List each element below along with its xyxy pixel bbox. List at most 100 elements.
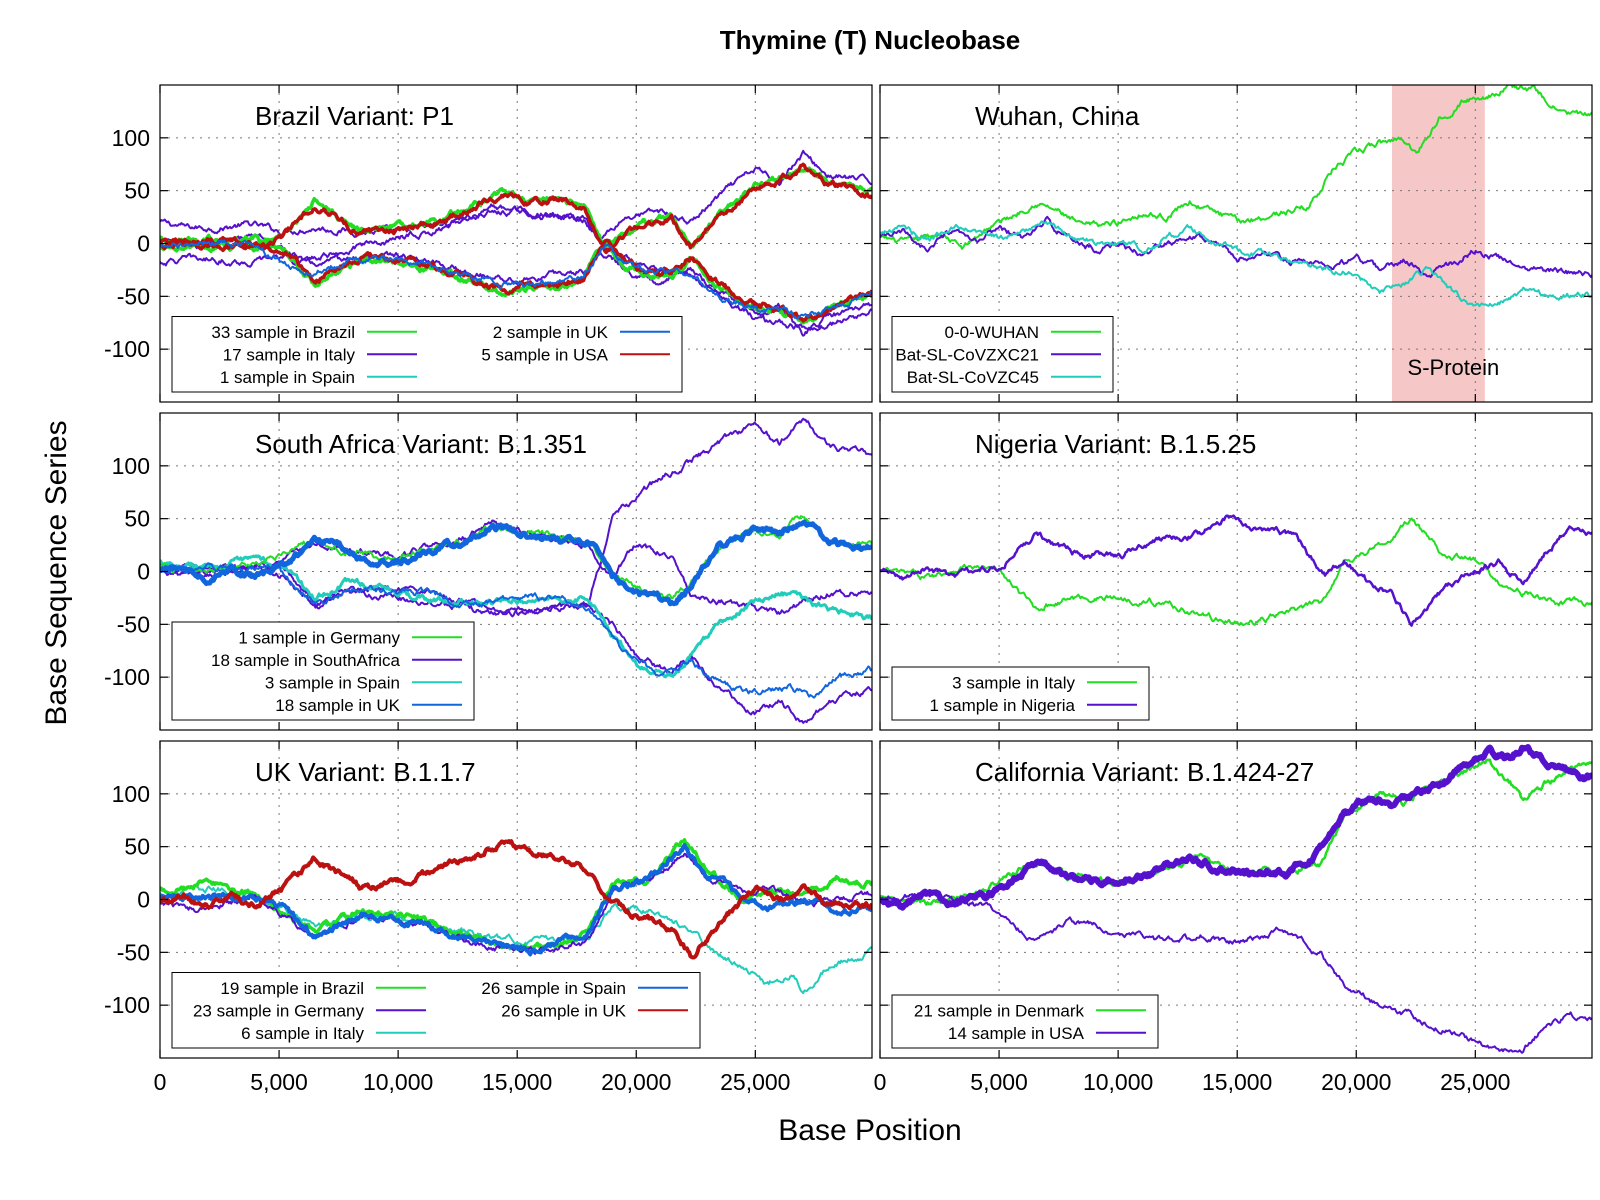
panel-5: -100 -50 0 50 100 0 5,000 10,000 15,000 20,000 25,… [104,740,873,1095]
legend-label: 26 sample in Spain [481,979,626,998]
legend-label: Bat-SL-CoVZXC21 [895,345,1039,364]
y-tick-label: 0 [137,887,150,913]
x-tick-label: 15,000 [1202,1069,1272,1095]
series-line-blue [160,843,872,957]
series-line-green [880,85,1592,250]
legend-label: 5 sample in USA [481,345,608,364]
y-tick-label: -100 [104,336,150,362]
legend-label: 1 sample in Spain [220,368,355,387]
band-label: S-Protein [1408,355,1500,380]
x-tick-label: 15,000 [482,1069,552,1095]
legend-label: 0-0-WUHAN [945,323,1039,342]
legend-box [171,972,701,1049]
ticks [159,741,872,1058]
ticks [159,85,872,402]
y-tick-label: 100 [112,125,150,151]
legend-label: 1 sample in Germany [238,628,400,647]
legend-label: Bat-SL-CoVZC45 [907,368,1039,387]
series-line-red [160,162,872,255]
series-line-purple [880,889,1592,1054]
series-group [160,417,872,724]
y-tick-label: -50 [117,611,150,637]
x-tick-label: 25,000 [720,1069,790,1095]
y-tick-label: 100 [112,781,150,807]
legend-label: 21 sample in Denmark [914,1001,1085,1020]
legend-label: 14 sample in USA [948,1024,1085,1043]
legend-label: 1 sample in Nigeria [929,696,1075,715]
series-line-purple [880,744,1592,911]
legend-label: 23 sample in Germany [193,1001,365,1020]
y-tick-label: 0 [137,231,150,257]
series-group [880,744,1592,1054]
y-tick-label: -100 [104,992,150,1018]
x-axis-label: Base Position [778,1114,961,1147]
panel-title: Wuhan, China [975,101,1140,131]
legend: 33 sample in Brazil 17 sample in Italy 1 s… [171,316,683,393]
y-tick-label: 0 [137,559,150,585]
series-line-purple [880,215,1592,279]
series-group [880,85,1592,308]
legend: 0-0-WUHAN Bat-SL-CoVZXC21 Bat-SL-CoVZC45 [891,316,1114,393]
panel-6: 0 5,000 10,000 15,000 20,000 25,000 California… [874,740,1593,1095]
chart-title: Thymine (T) Nucleobase [720,25,1021,55]
panel-4: Nigeria Variant: B.1.5.25 3 sample in Ita… [879,412,1593,731]
x-tick-label: 0 [874,1069,887,1095]
legend: 21 sample in Denmark 14 sample in USA [891,994,1159,1049]
series-group [880,514,1592,627]
legend-box [891,994,1159,1049]
x-tick-label: 5,000 [970,1069,1028,1095]
series-group [160,838,872,995]
ticks [159,413,872,730]
legend: 1 sample in Germany 18 sample in SouthAfr… [171,621,475,721]
y-tick-label: -50 [117,283,150,309]
panels: -100 -50 0 50 100 Brazil Variant: P1 33 sample… [104,84,1593,1095]
panel-1: -100 -50 0 50 100 Brazil Variant: P1 33 sample… [104,84,873,403]
legend-label: 6 sample in Italy [241,1024,364,1043]
x-tick-label: 5,000 [250,1069,308,1095]
series-line-red [160,237,872,323]
panel-3: -100 -50 0 50 100 South Africa Variant: B.1.3… [104,412,873,731]
legend-box [891,666,1150,721]
ticks [879,413,1592,730]
legend: 3 sample in Italy 1 sample in Nigeria [891,666,1150,721]
y-tick-label: 50 [124,178,150,204]
y-tick-label: 100 [112,453,150,479]
legend-label: 3 sample in Spain [265,673,400,692]
ticks [879,85,1592,402]
panel-title: South Africa Variant: B.1.351 [255,429,587,459]
x-tick-label: 10,000 [363,1069,433,1095]
series-line-blue [160,239,872,320]
legend-label: 17 sample in Italy [223,345,356,364]
x-tick-label: 0 [154,1069,167,1095]
legend-box [171,621,475,721]
legend-box [171,316,683,393]
x-tick-label: 20,000 [601,1069,671,1095]
series-line-cyan [160,883,872,995]
legend-label: 18 sample in SouthAfrica [211,651,401,670]
panel-title: California Variant: B.1.424-27 [975,757,1314,787]
panel-title: Nigeria Variant: B.1.5.25 [975,429,1256,459]
panel-title: UK Variant: B.1.1.7 [255,757,476,787]
y-axis-label: Base Sequence Series [40,420,73,725]
legend: 19 sample in Brazil 23 sample in Germany 6… [171,972,701,1049]
series-line-blue [160,562,872,699]
series-line-cyan [880,220,1592,308]
x-tick-label: 25,000 [1440,1069,1510,1095]
band-s-protein [1391,85,1485,402]
panel-title: Brazil Variant: P1 [255,101,454,131]
x-tick-label: 20,000 [1321,1069,1391,1095]
legend-label: 26 sample in UK [501,1001,626,1020]
series-line-purple [880,514,1592,627]
legend-label: 2 sample in UK [493,323,609,342]
series-group [160,149,872,337]
legend-label: 3 sample in Italy [952,673,1075,692]
y-tick-label: -100 [104,664,150,690]
y-tick-label: 50 [124,506,150,532]
legend-label: 18 sample in UK [275,696,400,715]
y-tick-label: 50 [124,834,150,860]
series-line-red [160,839,872,960]
legend-label: 19 sample in Brazil [220,979,364,998]
panel-2: Wuhan, China S-Protein 0-0-WUHAN Bat-SL-CoV… [879,84,1593,403]
x-tick-label: 10,000 [1083,1069,1153,1095]
